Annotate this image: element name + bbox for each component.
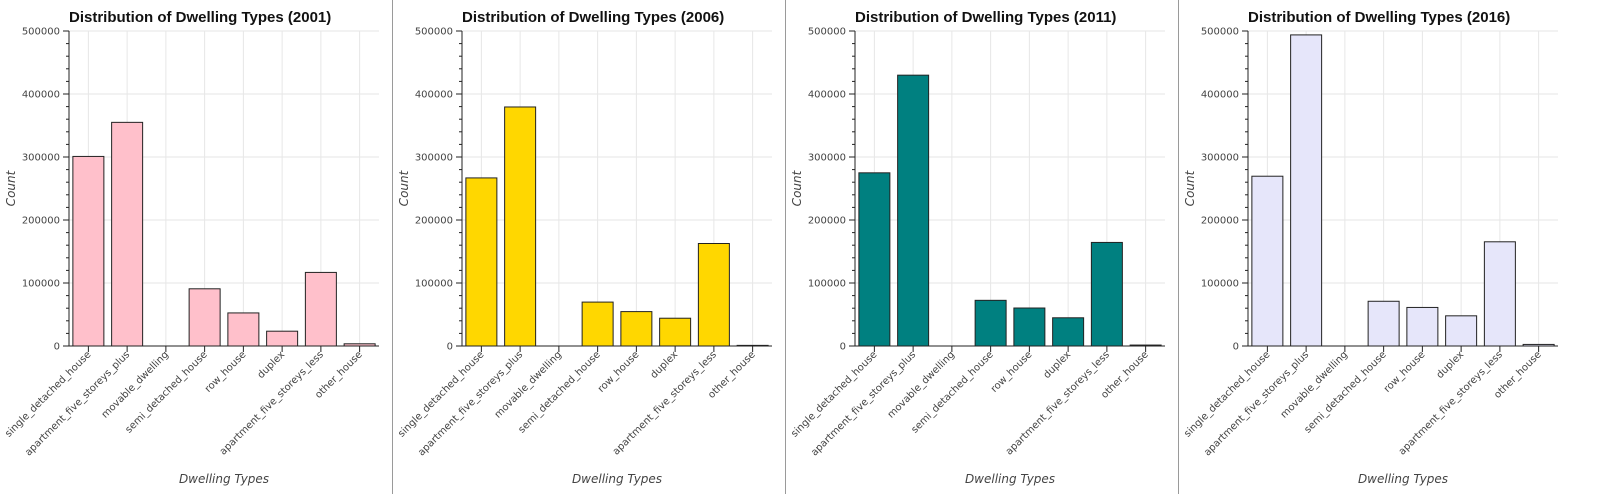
x-axis-title: Dwelling Types (179, 472, 269, 486)
bar[interactable] (620, 311, 653, 347)
bar[interactable] (659, 317, 692, 347)
bar[interactable] (504, 106, 537, 347)
y-axis-title: Count (790, 169, 804, 206)
chart-title: Distribution of Dwelling Types (2016) (1248, 9, 1510, 26)
bar[interactable] (1445, 315, 1478, 347)
y-tick-label: 200000 (22, 216, 60, 227)
y-axis-title: Count (397, 169, 411, 206)
y-tick-label: 200000 (1201, 216, 1239, 227)
bar[interactable] (111, 121, 144, 347)
y-tick-label: 300000 (1201, 153, 1239, 164)
x-tick-label: row_house (1382, 349, 1428, 395)
bar[interactable] (897, 74, 930, 347)
bars (72, 121, 376, 347)
y-tick-label: 0 (840, 342, 846, 353)
bar[interactable] (1367, 300, 1400, 347)
chart-title: Distribution of Dwelling Types (2006) (462, 9, 724, 26)
x-tick-label: duplex (1042, 349, 1074, 381)
chart-title: Distribution of Dwelling Types (2011) (855, 9, 1116, 26)
bar-chart: 0100000200000300000400000500000single_de… (3, 9, 379, 486)
x-tick-label: row_house (989, 349, 1035, 395)
bar-chart: 0100000200000300000400000500000single_de… (396, 9, 772, 486)
bar[interactable] (974, 299, 1007, 347)
bar[interactable] (465, 177, 498, 347)
y-tick-label: 100000 (22, 279, 60, 290)
x-tick-label: row_house (596, 349, 642, 395)
x-tick-label: movable_dwelling (886, 349, 957, 420)
x-axis-title: Dwelling Types (572, 472, 662, 486)
bar-chart: 0100000200000300000400000500000single_de… (789, 9, 1165, 486)
y-tick-label: 100000 (808, 279, 846, 290)
bar[interactable] (697, 242, 730, 347)
bars (858, 74, 1162, 347)
x-tick-label: semi_detached_house (910, 349, 996, 435)
bars (465, 106, 769, 347)
bar[interactable] (581, 301, 614, 347)
y-tick-label: 400000 (1201, 90, 1239, 101)
y-tick-label: 100000 (1201, 279, 1239, 290)
y-tick-label: 500000 (808, 27, 846, 38)
y-tick-label: 0 (447, 342, 453, 353)
bar[interactable] (188, 288, 221, 347)
x-tick-label: movable_dwelling (1279, 349, 1350, 420)
x-tick-label: semi_detached_house (1303, 349, 1389, 435)
chart-title: Distribution of Dwelling Types (2001) (69, 9, 331, 26)
x-tick-label: movable_dwelling (493, 349, 564, 420)
panel-divider (1178, 0, 1179, 494)
y-tick-label: 500000 (22, 27, 60, 38)
bar[interactable] (227, 312, 260, 347)
bar[interactable] (1290, 34, 1323, 347)
x-axis-title: Dwelling Types (965, 472, 1055, 486)
y-tick-label: 100000 (415, 279, 453, 290)
bar[interactable] (1090, 241, 1123, 347)
bar[interactable] (72, 155, 105, 347)
x-tick-label: duplex (1435, 349, 1467, 381)
y-axis-title: Count (1183, 169, 1197, 206)
x-tick-label: movable_dwelling (100, 349, 171, 420)
chart-panel: 0 100000 200000 300000 400000 500000 single_de… (1179, 0, 1571, 494)
x-tick-label: semi_detached_house (517, 349, 603, 435)
bar[interactable] (266, 330, 299, 347)
chart-panel: 0 100000 200000 300000 400000 500000 single_de… (0, 0, 392, 494)
y-tick-label: 500000 (1201, 27, 1239, 38)
bar[interactable] (1251, 175, 1284, 347)
panel-divider (785, 0, 786, 494)
y-tick-label: 300000 (22, 153, 60, 164)
chart-panel: 0 100000 200000 300000 400000 500000 single_de… (393, 0, 785, 494)
y-tick-label: 400000 (415, 90, 453, 101)
y-axis-title: Count (4, 169, 18, 206)
y-tick-label: 300000 (415, 153, 453, 164)
bars (1251, 34, 1555, 347)
y-tick-label: 400000 (22, 90, 60, 101)
y-tick-label: 0 (1233, 342, 1239, 353)
y-tick-label: 200000 (415, 216, 453, 227)
y-tick-label: 500000 (415, 27, 453, 38)
bar[interactable] (1483, 241, 1516, 347)
x-axis-title: Dwelling Types (1358, 472, 1448, 486)
bar[interactable] (858, 172, 891, 347)
y-tick-label: 200000 (808, 216, 846, 227)
y-tick-label: 300000 (808, 153, 846, 164)
x-tick-label: duplex (256, 349, 288, 381)
bar[interactable] (304, 271, 337, 347)
y-tick-label: 400000 (808, 90, 846, 101)
bar[interactable] (1052, 317, 1085, 347)
panel-divider (392, 0, 393, 494)
y-tick-label: 0 (54, 342, 60, 353)
chart-panel: 0 100000 200000 300000 400000 500000 single_de… (786, 0, 1178, 494)
bar[interactable] (1013, 307, 1046, 347)
x-tick-label: semi_detached_house (124, 349, 210, 435)
bar[interactable] (1406, 306, 1439, 347)
x-tick-label: row_house (203, 349, 249, 395)
x-tick-label: duplex (649, 349, 681, 381)
bar-chart: 0100000200000300000400000500000single_de… (1182, 9, 1558, 486)
